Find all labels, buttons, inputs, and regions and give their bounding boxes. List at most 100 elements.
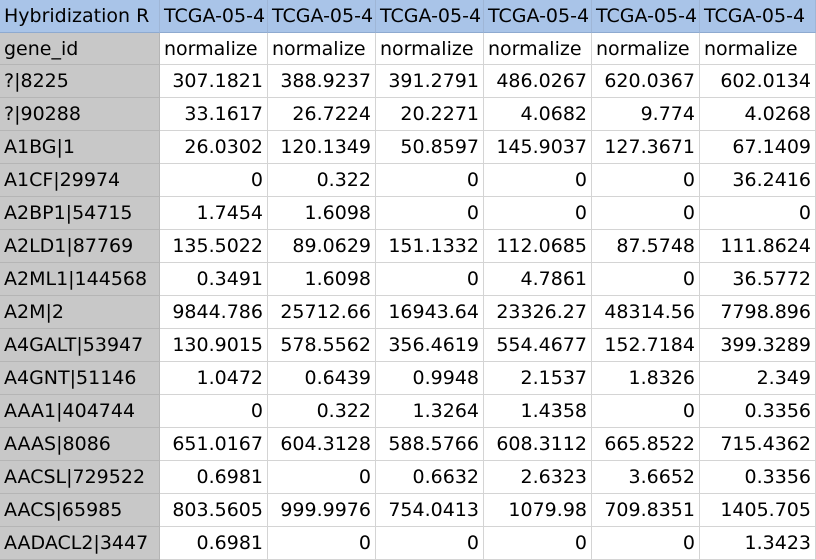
value-cell[interactable]: 87.5748 bbox=[592, 230, 700, 263]
gene-id-cell[interactable]: A1CF|29974 bbox=[0, 164, 160, 197]
value-cell[interactable]: 388.9237 bbox=[268, 65, 376, 98]
value-cell[interactable]: 803.5605 bbox=[160, 494, 268, 527]
gene-id-cell[interactable]: AAAS|8086 bbox=[0, 428, 160, 461]
value-cell[interactable]: 391.2791 bbox=[376, 65, 484, 98]
value-cell[interactable]: 4.0682 bbox=[484, 98, 592, 131]
value-cell[interactable]: 4.7861 bbox=[484, 263, 592, 296]
value-cell[interactable]: 0 bbox=[376, 527, 484, 560]
gene-id-cell[interactable]: ?|8225 bbox=[0, 65, 160, 98]
gene-id-cell[interactable]: A2ML1|144568 bbox=[0, 263, 160, 296]
gene-id-cell[interactable]: A4GALT|53947 bbox=[0, 329, 160, 362]
value-cell[interactable]: 0.6981 bbox=[160, 461, 268, 494]
value-cell[interactable]: 665.8522 bbox=[592, 428, 700, 461]
value-cell[interactable]: 0 bbox=[592, 263, 700, 296]
column-header-normalize[interactable]: normalize bbox=[592, 33, 700, 65]
value-cell[interactable]: 0 bbox=[592, 395, 700, 428]
value-cell[interactable]: 3.6652 bbox=[592, 461, 700, 494]
column-header-normalize[interactable]: normalize bbox=[700, 33, 816, 65]
value-cell[interactable]: 9844.786 bbox=[160, 296, 268, 329]
value-cell[interactable]: 1.6098 bbox=[268, 263, 376, 296]
header-cell-sample[interactable]: TCGA-05-4 bbox=[268, 0, 376, 33]
value-cell[interactable]: 356.4619 bbox=[376, 329, 484, 362]
column-header-normalize[interactable]: normalize bbox=[376, 33, 484, 65]
value-cell[interactable]: 0.6981 bbox=[160, 527, 268, 560]
value-cell[interactable]: 0 bbox=[376, 164, 484, 197]
value-cell[interactable]: 1.3264 bbox=[376, 395, 484, 428]
value-cell[interactable]: 0 bbox=[484, 164, 592, 197]
value-cell[interactable]: 135.5022 bbox=[160, 230, 268, 263]
header-cell-hybridization[interactable]: Hybridization R bbox=[0, 0, 160, 33]
gene-id-cell[interactable]: AACSL|729522 bbox=[0, 461, 160, 494]
value-cell[interactable]: 1.3423 bbox=[700, 527, 816, 560]
value-cell[interactable]: 2.6323 bbox=[484, 461, 592, 494]
value-cell[interactable]: 111.8624 bbox=[700, 230, 816, 263]
value-cell[interactable]: 0 bbox=[160, 395, 268, 428]
gene-id-cell[interactable]: A2BP1|54715 bbox=[0, 197, 160, 230]
value-cell[interactable]: 50.8597 bbox=[376, 131, 484, 164]
value-cell[interactable]: 26.7224 bbox=[268, 98, 376, 131]
value-cell[interactable]: 1405.705 bbox=[700, 494, 816, 527]
value-cell[interactable]: 604.3128 bbox=[268, 428, 376, 461]
value-cell[interactable]: 23326.27 bbox=[484, 296, 592, 329]
value-cell[interactable]: 999.9976 bbox=[268, 494, 376, 527]
header-cell-sample[interactable]: TCGA-05-4 bbox=[592, 0, 700, 33]
value-cell[interactable]: 0.3356 bbox=[700, 461, 816, 494]
value-cell[interactable]: 120.1349 bbox=[268, 131, 376, 164]
value-cell[interactable]: 130.9015 bbox=[160, 329, 268, 362]
value-cell[interactable]: 127.3671 bbox=[592, 131, 700, 164]
value-cell[interactable]: 0.9948 bbox=[376, 362, 484, 395]
value-cell[interactable]: 20.2271 bbox=[376, 98, 484, 131]
value-cell[interactable]: 25712.66 bbox=[268, 296, 376, 329]
gene-id-cell[interactable]: A2M|2 bbox=[0, 296, 160, 329]
value-cell[interactable]: 709.8351 bbox=[592, 494, 700, 527]
value-cell[interactable]: 399.3289 bbox=[700, 329, 816, 362]
value-cell[interactable]: 1079.98 bbox=[484, 494, 592, 527]
value-cell[interactable]: 0 bbox=[700, 197, 816, 230]
gene-id-cell[interactable]: A4GNT|51146 bbox=[0, 362, 160, 395]
gene-id-cell[interactable]: AADACL2|3447 bbox=[0, 527, 160, 560]
gene-id-cell[interactable]: AACS|65985 bbox=[0, 494, 160, 527]
column-header-normalize[interactable]: normalize bbox=[484, 33, 592, 65]
value-cell[interactable]: 0 bbox=[160, 164, 268, 197]
value-cell[interactable]: 0 bbox=[484, 197, 592, 230]
header-cell-sample[interactable]: TCGA-05-4 bbox=[160, 0, 268, 33]
value-cell[interactable]: 26.0302 bbox=[160, 131, 268, 164]
value-cell[interactable]: 9.774 bbox=[592, 98, 700, 131]
value-cell[interactable]: 715.4362 bbox=[700, 428, 816, 461]
value-cell[interactable]: 145.9037 bbox=[484, 131, 592, 164]
value-cell[interactable]: 0 bbox=[592, 197, 700, 230]
value-cell[interactable]: 0.6632 bbox=[376, 461, 484, 494]
value-cell[interactable]: 554.4677 bbox=[484, 329, 592, 362]
value-cell[interactable]: 0 bbox=[376, 263, 484, 296]
value-cell[interactable]: 1.0472 bbox=[160, 362, 268, 395]
value-cell[interactable]: 151.1332 bbox=[376, 230, 484, 263]
gene-id-cell[interactable]: A1BG|1 bbox=[0, 131, 160, 164]
value-cell[interactable]: 0.6439 bbox=[268, 362, 376, 395]
value-cell[interactable]: 1.6098 bbox=[268, 197, 376, 230]
value-cell[interactable]: 0.322 bbox=[268, 395, 376, 428]
value-cell[interactable]: 307.1821 bbox=[160, 65, 268, 98]
value-cell[interactable]: 608.3112 bbox=[484, 428, 592, 461]
value-cell[interactable]: 588.5766 bbox=[376, 428, 484, 461]
column-header-normalize[interactable]: normalize bbox=[268, 33, 376, 65]
value-cell[interactable]: 36.2416 bbox=[700, 164, 816, 197]
header-cell-sample[interactable]: TCGA-05-4 bbox=[376, 0, 484, 33]
value-cell[interactable]: 578.5562 bbox=[268, 329, 376, 362]
value-cell[interactable]: 48314.56 bbox=[592, 296, 700, 329]
value-cell[interactable]: 89.0629 bbox=[268, 230, 376, 263]
value-cell[interactable]: 67.1409 bbox=[700, 131, 816, 164]
value-cell[interactable]: 36.5772 bbox=[700, 263, 816, 296]
value-cell[interactable]: 0 bbox=[268, 527, 376, 560]
value-cell[interactable]: 2.349 bbox=[700, 362, 816, 395]
value-cell[interactable]: 620.0367 bbox=[592, 65, 700, 98]
value-cell[interactable]: 152.7184 bbox=[592, 329, 700, 362]
value-cell[interactable]: 1.7454 bbox=[160, 197, 268, 230]
value-cell[interactable]: 2.1537 bbox=[484, 362, 592, 395]
gene-id-cell[interactable]: A2LD1|87769 bbox=[0, 230, 160, 263]
header-cell-sample[interactable]: TCGA-05-4 bbox=[484, 0, 592, 33]
value-cell[interactable]: 754.0413 bbox=[376, 494, 484, 527]
value-cell[interactable]: 0 bbox=[268, 461, 376, 494]
value-cell[interactable]: 1.8326 bbox=[592, 362, 700, 395]
value-cell[interactable]: 0.322 bbox=[268, 164, 376, 197]
value-cell[interactable]: 33.1617 bbox=[160, 98, 268, 131]
